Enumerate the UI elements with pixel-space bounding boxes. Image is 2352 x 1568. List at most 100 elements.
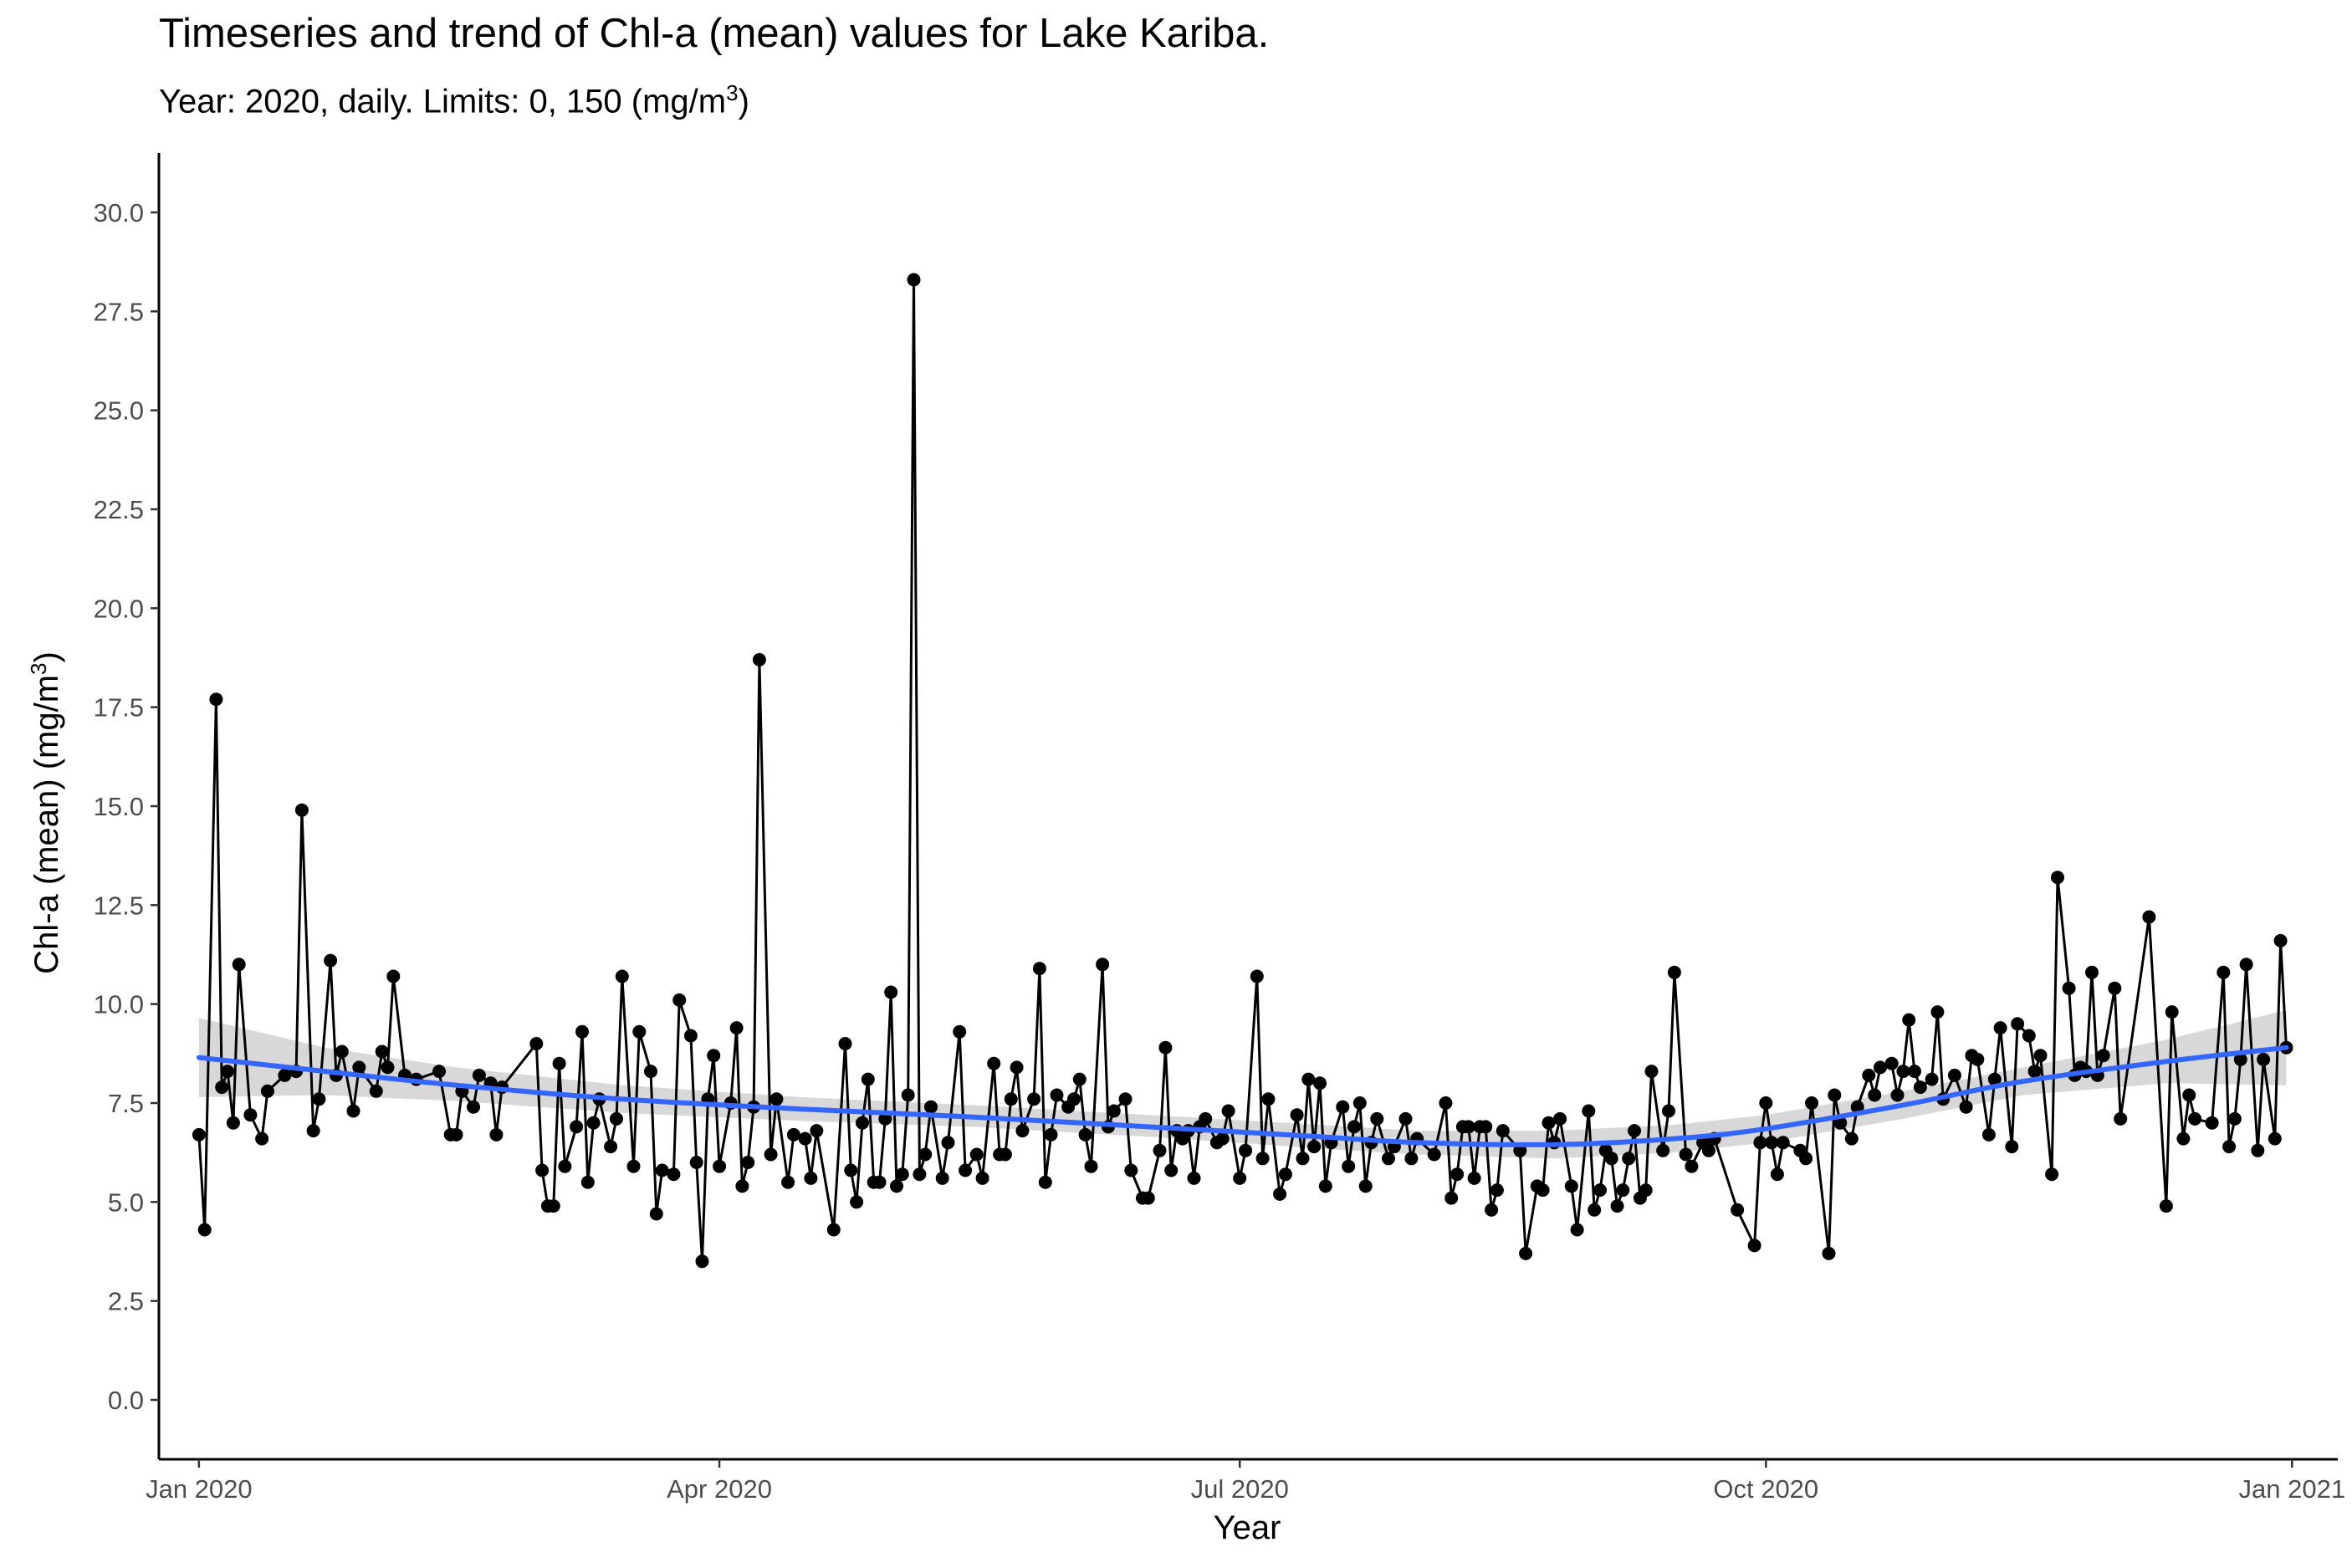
data-point [2022, 1029, 2036, 1043]
data-point [1370, 1111, 1384, 1126]
data-point [580, 1175, 595, 1189]
data-point [610, 1111, 623, 1126]
data-point [729, 1021, 744, 1035]
data-point [2165, 1005, 2179, 1019]
data-point [1908, 1065, 1921, 1079]
data-point [381, 1060, 395, 1075]
data-point [375, 1044, 389, 1059]
data-point [1925, 1072, 1939, 1086]
data-point [1067, 1092, 1081, 1106]
data-point [260, 1084, 274, 1098]
data-point [1884, 1056, 1899, 1070]
data-point [1318, 1179, 1332, 1193]
y-tick-label: 2.5 [108, 1287, 144, 1316]
data-point [959, 1163, 973, 1177]
data-point [1987, 1072, 2002, 1086]
y-tick-label: 10.0 [94, 990, 144, 1019]
data-point [432, 1065, 446, 1079]
data-point [1296, 1152, 1310, 1166]
data-point [913, 1167, 927, 1182]
data-point [752, 652, 766, 667]
data-point [192, 1127, 206, 1142]
data-point [324, 953, 338, 968]
data-point [1250, 969, 1264, 983]
series-line [197, 278, 2288, 1263]
data-point [1902, 1013, 1916, 1027]
y-tick-label: 12.5 [94, 891, 144, 920]
data-point [546, 1199, 560, 1213]
data-point [1644, 1065, 1659, 1079]
data-point [335, 1044, 349, 1059]
data-point [1479, 1120, 1493, 1134]
data-point [1467, 1171, 1481, 1185]
x-tick-label: Jan 2020 [146, 1474, 253, 1504]
data-point [1450, 1167, 1465, 1182]
data-point [2096, 1049, 2110, 1063]
data-point [953, 1024, 967, 1039]
data-point [1701, 1143, 1715, 1157]
data-point [1553, 1111, 1567, 1126]
data-point [1261, 1092, 1276, 1106]
y-tick-label: 7.5 [108, 1089, 144, 1118]
data-point [1342, 1159, 1356, 1173]
data-point [1588, 1203, 1602, 1217]
data-point [935, 1171, 949, 1185]
data-point [1404, 1152, 1419, 1166]
data-point [1542, 1116, 1556, 1130]
data-point [1153, 1143, 1167, 1157]
data-point [232, 958, 246, 972]
data-point [895, 1167, 909, 1182]
data-point [1747, 1239, 1761, 1253]
data-point [1490, 1183, 1504, 1198]
data-point [1930, 1005, 1945, 1019]
data-point [449, 1127, 463, 1142]
data-point [707, 1049, 721, 1063]
data-point [1622, 1152, 1636, 1166]
data-point [1158, 1040, 1173, 1055]
data-point [1799, 1152, 1813, 1166]
data-point [1604, 1152, 1618, 1166]
data-point [615, 969, 629, 983]
y-axis-title-superscript: 3 [25, 662, 51, 675]
data-point [1078, 1127, 1092, 1142]
data-point [1753, 1136, 1767, 1150]
y-tick-label: 30.0 [94, 198, 144, 227]
data-point [1610, 1199, 1624, 1213]
data-point [798, 1131, 812, 1146]
data-point [472, 1068, 486, 1082]
data-point [872, 1175, 887, 1189]
data-point [2268, 1131, 2282, 1146]
data-point [1015, 1124, 1030, 1138]
data-point [1828, 1088, 1842, 1102]
data-point [632, 1024, 647, 1039]
data-point [1072, 1072, 1087, 1086]
y-axis-title-suffix: ) [28, 651, 66, 663]
data-point [838, 1037, 852, 1050]
data-point [1221, 1104, 1235, 1118]
data-point [278, 1068, 292, 1082]
data-point [1084, 1159, 1098, 1173]
data-point [1639, 1183, 1653, 1198]
data-point [2176, 1131, 2191, 1146]
data-point [529, 1037, 544, 1050]
data-point [1593, 1183, 1607, 1198]
data-point [1770, 1167, 1784, 1182]
data-point [1352, 1096, 1367, 1110]
data-point [552, 1056, 566, 1070]
data-point [1765, 1136, 1779, 1150]
data-point [386, 969, 401, 983]
x-axis-title: Year [1213, 1509, 1281, 1546]
data-point [672, 993, 687, 1007]
data-point [901, 1088, 915, 1102]
chart-title: Timeseries and trend of Chl-a (mean) val… [159, 11, 1270, 56]
data-point [1444, 1191, 1459, 1205]
data-point [1776, 1136, 1790, 1150]
data-point [1004, 1092, 1018, 1106]
data-point [683, 1029, 698, 1043]
data-point [243, 1108, 258, 1122]
data-point [1347, 1120, 1361, 1134]
data-point [1107, 1104, 1121, 1118]
trend-line-layer [196, 1044, 2289, 1147]
y-axis-title: Chl-a (mean) (mg/m3) [26, 651, 66, 974]
